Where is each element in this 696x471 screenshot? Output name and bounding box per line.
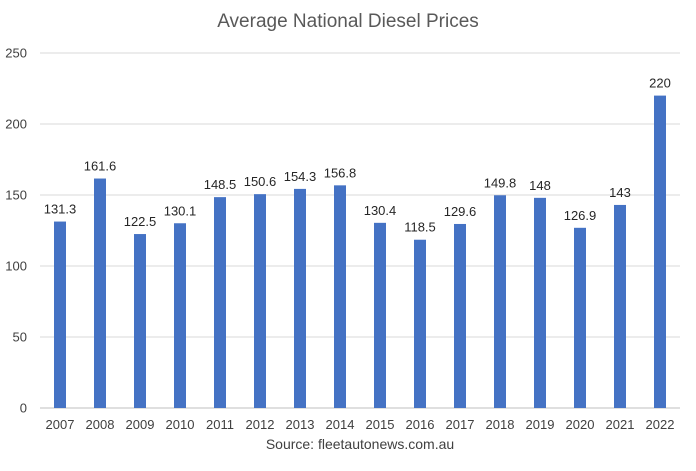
x-tick-label: 2014 <box>326 417 355 432</box>
x-tick-label: 2016 <box>406 417 435 432</box>
y-tick-label: 150 <box>5 188 27 203</box>
bar <box>294 188 306 408</box>
bar <box>94 178 106 408</box>
x-tick-label: 2021 <box>606 417 635 432</box>
bar <box>494 195 506 408</box>
bar <box>654 95 666 408</box>
bar <box>374 222 386 408</box>
x-tick-label: 2012 <box>246 417 275 432</box>
bar <box>174 223 186 408</box>
data-label-layer: 131.3 161.6 122.5 130.1 148.5 150.6 154.3 156.8… <box>44 76 671 235</box>
x-tick-label: 2007 <box>46 417 75 432</box>
x-tick-label: 2019 <box>526 417 555 432</box>
data-label: 131.3 <box>44 202 77 217</box>
grid-layer <box>40 52 680 409</box>
bar-layer <box>54 95 666 408</box>
x-tick-label: 2011 <box>206 417 234 432</box>
bar <box>534 197 546 408</box>
x-axis-ticks: 2007 2008 2009 2010 2011 2012 2013 2014 2015 2016… <box>46 417 675 432</box>
data-label: 220 <box>649 76 671 91</box>
x-tick-label: 2008 <box>86 417 115 432</box>
chart-title: Average National Diesel Prices <box>217 11 479 32</box>
bar <box>54 221 66 408</box>
data-label: 150.6 <box>244 174 277 189</box>
y-tick-label: 100 <box>5 259 27 274</box>
x-tick-label: 2010 <box>166 417 195 432</box>
data-label: 130.1 <box>164 203 197 218</box>
data-label: 122.5 <box>124 214 157 229</box>
data-label: 143 <box>609 185 631 200</box>
x-tick-label: 2009 <box>126 417 155 432</box>
y-axis-ticks: 0 50 100 150 200 250 <box>5 46 27 416</box>
y-tick-label: 200 <box>5 117 27 132</box>
data-label: 118.5 <box>404 220 436 235</box>
y-tick-label: 0 <box>20 401 27 416</box>
y-tick-label: 50 <box>13 330 27 345</box>
source-label: Source: fleetautonews.com.au <box>266 436 454 452</box>
x-tick-label: 2013 <box>286 417 315 432</box>
bar <box>614 204 626 408</box>
data-label: 129.6 <box>444 204 477 219</box>
y-tick-label: 250 <box>5 46 27 61</box>
data-label: 148.5 <box>204 177 237 192</box>
bar <box>134 234 146 408</box>
bar <box>214 197 226 408</box>
bar <box>414 239 426 408</box>
x-tick-label: 2020 <box>566 417 595 432</box>
bar <box>334 185 346 408</box>
x-tick-label: 2022 <box>646 417 675 432</box>
data-label: 148 <box>529 178 551 193</box>
data-label: 154.3 <box>284 169 317 184</box>
data-label: 149.8 <box>484 175 517 190</box>
bar <box>574 227 586 408</box>
bar <box>454 223 466 408</box>
x-tick-label: 2015 <box>366 417 395 432</box>
x-tick-label: 2017 <box>446 417 475 432</box>
data-label: 161.6 <box>84 159 117 174</box>
bar <box>254 194 266 408</box>
data-label: 126.9 <box>564 208 597 223</box>
data-label: 156.8 <box>324 165 357 180</box>
x-tick-label: 2018 <box>486 417 515 432</box>
data-label: 130.4 <box>364 203 397 218</box>
